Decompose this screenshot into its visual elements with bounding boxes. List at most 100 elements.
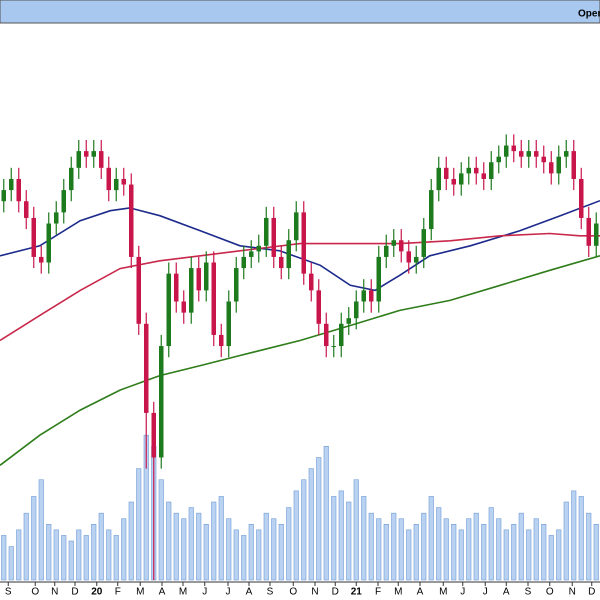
- volume-bar: [76, 529, 82, 581]
- candle-body: [226, 301, 231, 347]
- volume-bar: [368, 512, 374, 581]
- volume-bar: [301, 479, 307, 581]
- x-tick-label: 21: [351, 587, 363, 598]
- volume-bar: [218, 496, 224, 581]
- volume-bar: [91, 523, 97, 581]
- candle-body: [1, 190, 6, 202]
- volume-bar: [316, 457, 322, 581]
- volume-bar: [571, 490, 577, 581]
- candle-body: [159, 346, 164, 458]
- candle-body: [489, 162, 494, 179]
- candle-body: [429, 190, 434, 230]
- volume-bar: [271, 518, 277, 581]
- candle-body: [196, 268, 201, 291]
- volume-bar: [593, 523, 599, 581]
- candle-body: [61, 190, 66, 213]
- volume-bar: [331, 496, 337, 581]
- volume-bar: [211, 501, 217, 581]
- volume-bar: [361, 496, 367, 581]
- x-tick-label: M: [179, 587, 187, 598]
- volume-bar: [421, 512, 427, 581]
- volume-bar: [196, 512, 202, 581]
- candle-body: [99, 151, 104, 168]
- x-tick-label: O: [31, 587, 39, 598]
- candle-body: [114, 178, 119, 191]
- candle-body: [361, 290, 366, 302]
- candle-body: [339, 323, 344, 347]
- volume-bar: [541, 523, 547, 581]
- volume-bar: [158, 479, 164, 581]
- x-tick-label: D: [332, 587, 339, 598]
- x-tick-label: N: [569, 587, 576, 598]
- volume-bar: [278, 523, 284, 581]
- plot-area: [0, 134, 600, 581]
- candle-body: [594, 223, 599, 246]
- candle-body: [106, 167, 111, 191]
- volume-bar: [391, 512, 397, 581]
- candle-body: [181, 301, 186, 313]
- volume-bar: [308, 468, 314, 581]
- volume-bar: [248, 523, 254, 581]
- volume-bar: [241, 535, 247, 581]
- x-tick-label: 20: [91, 587, 103, 598]
- candle-body: [324, 323, 329, 347]
- volume-bar: [503, 529, 509, 581]
- candle-body: [219, 334, 224, 347]
- volume-bar: [113, 535, 119, 581]
- volume-bar: [128, 501, 134, 581]
- volume-bar: [293, 490, 299, 581]
- volume-bar: [181, 518, 187, 581]
- candle-body: [54, 212, 59, 224]
- candle-body: [496, 156, 501, 163]
- volume-bar: [338, 490, 344, 581]
- volume-bar: [578, 496, 584, 581]
- volume-bar: [563, 501, 569, 581]
- candle-body: [459, 173, 464, 185]
- volume-bar: [428, 496, 434, 581]
- volume-bar: [398, 518, 404, 581]
- candle-body: [481, 173, 486, 179]
- volume-bar: [383, 523, 389, 581]
- candle-body: [466, 167, 471, 174]
- volume-bar: [233, 529, 239, 581]
- candle-body: [294, 212, 299, 241]
- x-tick-label: F: [115, 587, 121, 598]
- moving-average: [0, 232, 600, 342]
- volume-bar: [533, 518, 539, 581]
- volume-bar: [121, 518, 127, 581]
- candle-body: [354, 301, 359, 319]
- volume-bar: [323, 446, 329, 581]
- moving-average: [0, 199, 600, 292]
- x-tick-label: J: [483, 587, 488, 598]
- x-tick-label: D: [71, 587, 78, 598]
- candle-body: [526, 151, 531, 157]
- volume-bar: [458, 529, 464, 581]
- candle-body: [549, 162, 554, 174]
- volume-bar: [443, 518, 449, 581]
- candle-body: [189, 268, 194, 313]
- candle-body: [414, 256, 419, 263]
- candle-body: [399, 240, 404, 252]
- candle-body: [271, 217, 276, 257]
- volume-bar: [38, 479, 44, 581]
- candle-body: [136, 256, 141, 324]
- candle-body: [571, 151, 576, 179]
- volume-bar: [46, 523, 52, 581]
- candle-body: [91, 151, 96, 157]
- volume-bar: [16, 529, 22, 581]
- volume-bar: [203, 523, 209, 581]
- volume-bar: [511, 523, 517, 581]
- candle-body: [579, 178, 584, 218]
- volume-bar: [61, 535, 67, 581]
- candle-body: [511, 145, 516, 152]
- candle-body: [121, 178, 126, 185]
- candle-body: [286, 240, 291, 269]
- volume-bar: [488, 507, 494, 581]
- candle-body: [391, 240, 396, 246]
- x-tick-label: N: [311, 587, 318, 598]
- volume-bar: [413, 523, 419, 581]
- volume-bar: [31, 496, 37, 581]
- candle-body: [129, 184, 134, 257]
- volume-bar: [68, 540, 74, 581]
